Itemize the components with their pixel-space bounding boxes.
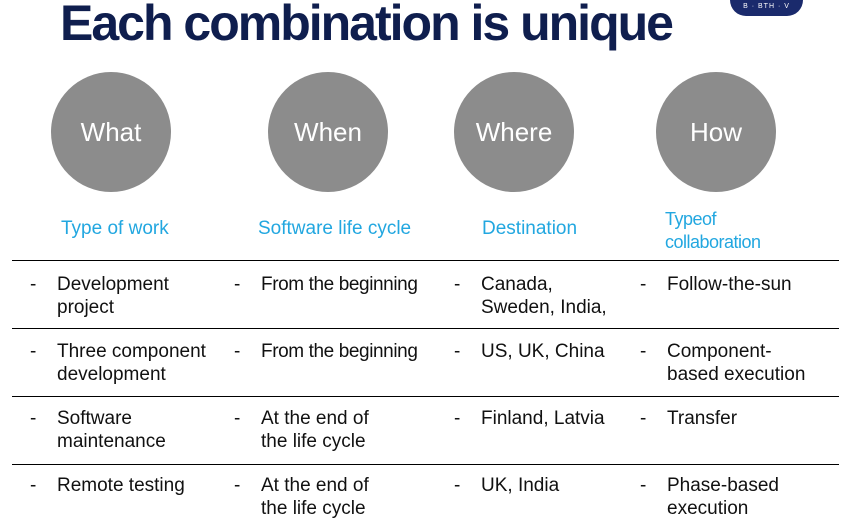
logo-text: B · BTH · V <box>743 3 790 10</box>
table-cell: Software maintenance <box>57 408 166 452</box>
table-cell: Follow-the-sun <box>667 274 792 295</box>
table-rule <box>12 328 839 329</box>
table-cell: Transfer <box>667 408 738 429</box>
bullet-dash: - <box>30 475 37 496</box>
bullet-dash: - <box>30 341 37 362</box>
circle-what: What <box>51 72 171 192</box>
bullet-dash: - <box>640 274 647 295</box>
circle-how: How <box>656 72 776 192</box>
heading-type-of-collaboration: Typeof collaboration <box>665 209 761 252</box>
bullet-dash: - <box>30 274 37 295</box>
heading-software-life-cycle: Software life cycle <box>258 218 412 239</box>
table-cell: Finland, Latvia <box>481 408 605 429</box>
bullet-dash: - <box>234 274 241 295</box>
table-cell: Development project <box>57 274 169 318</box>
bullet-dash: - <box>234 341 241 362</box>
university-logo: B · BTH · V <box>730 0 803 16</box>
table-rule <box>12 396 839 397</box>
bullet-dash: - <box>454 341 461 362</box>
table-cell: At the end of the life cycle <box>261 475 369 519</box>
table-cell: US, UK, China <box>481 341 605 362</box>
table-rule <box>12 260 839 261</box>
table-cell: Canada, Sweden, India, <box>481 274 607 318</box>
bullet-dash: - <box>640 475 647 496</box>
table-cell: From the beginning <box>261 341 418 362</box>
bullet-dash: - <box>234 408 241 429</box>
table-cell: From the beginning <box>261 274 418 295</box>
table-cell: UK, India <box>481 475 560 496</box>
table-cell: Phase-based execution <box>667 475 779 519</box>
table-rule <box>12 464 839 465</box>
table-cell: At the end of the life cycle <box>261 408 369 452</box>
table-cell: Remote testing <box>57 475 185 496</box>
bullet-dash: - <box>640 408 647 429</box>
bullet-dash: - <box>640 341 647 362</box>
table-cell: Component- based execution <box>667 341 806 385</box>
circle-where: Where <box>454 72 574 192</box>
bullet-dash: - <box>454 274 461 295</box>
table-cell: Three component development <box>57 341 206 385</box>
bullet-dash: - <box>30 408 37 429</box>
circle-when: When <box>268 72 388 192</box>
slide-title: Each combination is unique <box>60 0 674 51</box>
heading-type-of-work: Type of work <box>61 218 169 239</box>
heading-destination: Destination <box>482 218 578 239</box>
bullet-dash: - <box>234 475 241 496</box>
bullet-dash: - <box>454 408 461 429</box>
bullet-dash: - <box>454 475 461 496</box>
